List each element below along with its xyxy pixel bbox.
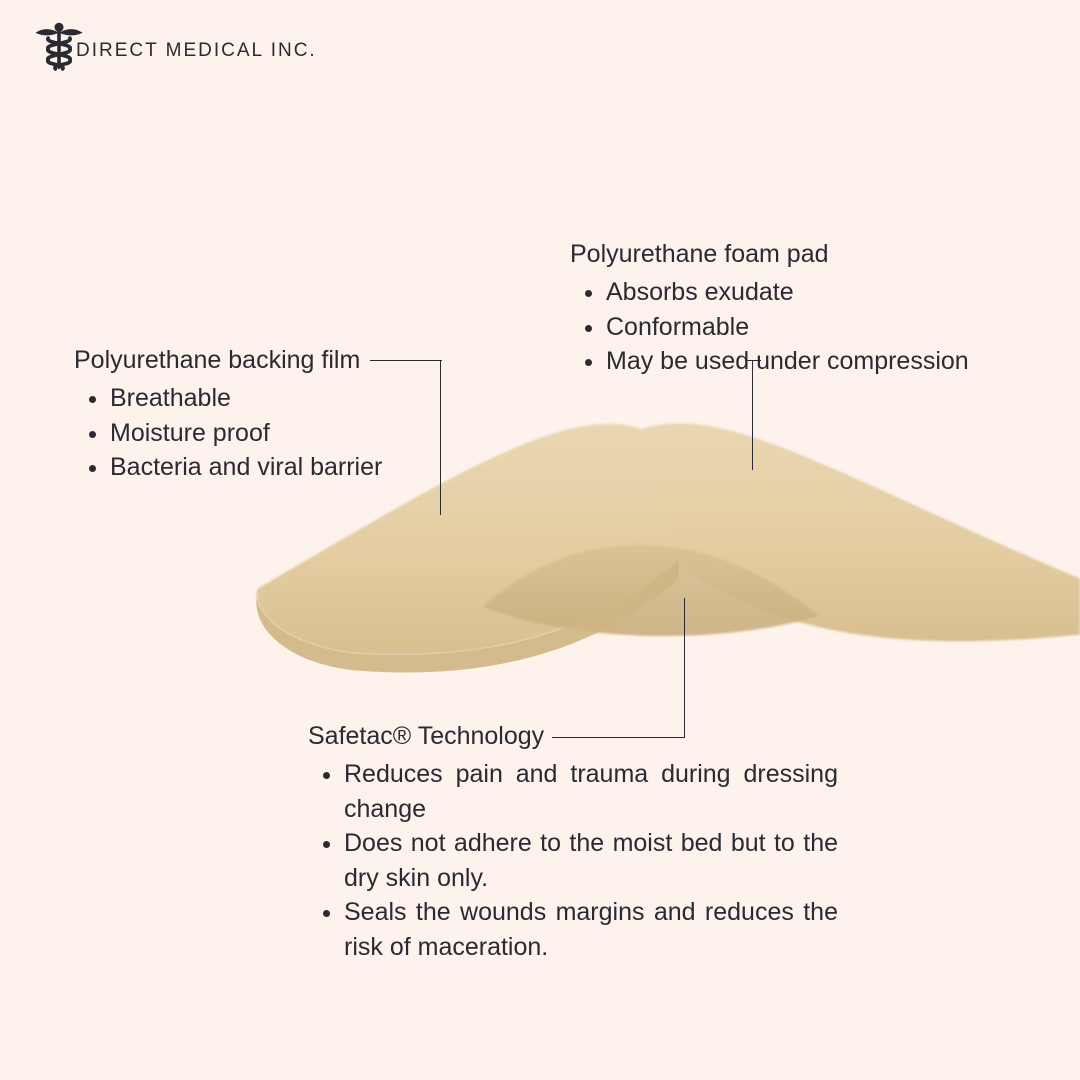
list-item: Bacteria and viral barrier (110, 450, 454, 485)
list-item: Does not adhere to the moist bed but to … (344, 826, 838, 895)
callout-list: Reduces pain and trauma during dressing … (308, 757, 838, 964)
callout-list: Absorbs exudate Conformable May be used … (570, 275, 1030, 379)
callout-title: Polyurethane backing film (74, 346, 454, 375)
callout-foam-pad: Polyurethane foam pad Absorbs exudate Co… (570, 240, 1030, 379)
list-item: Breathable (110, 381, 454, 416)
list-item: Conformable (606, 310, 1030, 345)
list-item: Moisture proof (110, 416, 454, 451)
list-item: May be used under compression (606, 344, 1030, 379)
callout-list: Breathable Moisture proof Bacteria and v… (74, 381, 454, 485)
callout-backing-film: Polyurethane backing film Breathable Moi… (74, 346, 454, 485)
list-item: Absorbs exudate (606, 275, 1030, 310)
brand-block: DIRECT MEDICAL INC. (30, 20, 317, 78)
callout-title: Safetac® Technology (308, 722, 838, 751)
callout-safetac: Safetac® Technology Reduces pain and tra… (308, 722, 838, 964)
company-name: DIRECT MEDICAL INC. (76, 36, 317, 62)
leader-line (684, 598, 685, 738)
list-item: Reduces pain and trauma during dressing … (344, 757, 838, 826)
list-item: Seals the wounds margins and reduces the… (344, 895, 838, 964)
callout-title: Polyurethane foam pad (570, 240, 1030, 269)
